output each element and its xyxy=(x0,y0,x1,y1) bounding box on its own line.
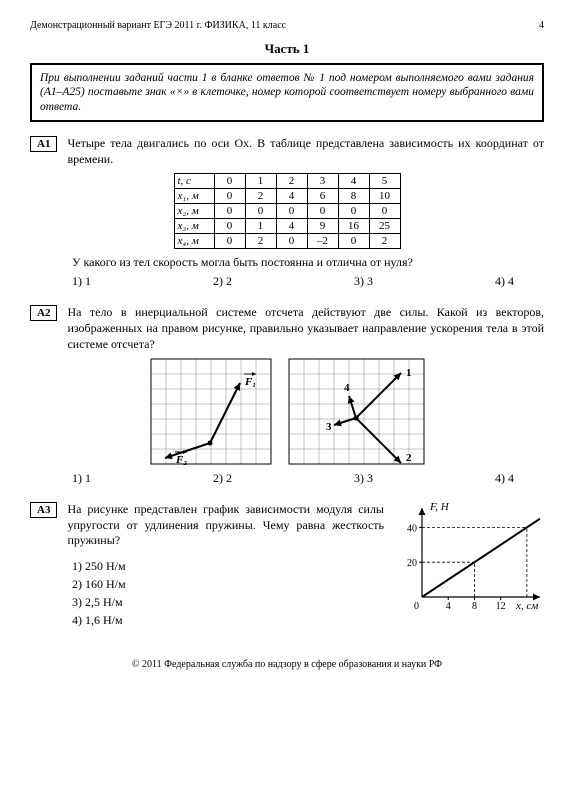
question-a1: А1 Четыре тела двигались по оси Ох. В та… xyxy=(30,136,544,289)
svg-text:F₁: F₁ xyxy=(244,376,256,388)
label-a2: А2 xyxy=(30,305,57,321)
opt-a3-4: 4) 1,6 Н/м xyxy=(72,611,384,629)
label-a1: А1 xyxy=(30,136,57,152)
svg-text:x, см: x, см xyxy=(515,600,538,612)
footer: © 2011 Федеральная служба по надзору в с… xyxy=(30,659,544,670)
instructions-box: При выполнении заданий части 1 в бланке … xyxy=(30,63,544,122)
svg-text:0: 0 xyxy=(414,601,419,612)
opt-a1-1: 1) 1 xyxy=(72,274,91,289)
text-a3: На рисунке представлен график зависимост… xyxy=(67,502,384,549)
diagram-a2-right: 1 2 3 4 xyxy=(288,358,425,465)
opt-a2-4: 4) 4 xyxy=(495,471,514,486)
opt-a2-1: 1) 1 xyxy=(72,471,91,486)
svg-text:4: 4 xyxy=(344,382,350,394)
svg-text:2: 2 xyxy=(406,452,412,464)
svg-text:1: 1 xyxy=(406,367,412,379)
text-a1: Четыре тела двигались по оси Ох. В табли… xyxy=(67,136,544,167)
svg-text:F₂: F₂ xyxy=(175,454,187,465)
opt-a2-3: 3) 3 xyxy=(354,471,373,486)
svg-text:12: 12 xyxy=(496,601,506,612)
diagram-a2-left: F₁ F₂ xyxy=(150,358,272,465)
options-a1: 1) 1 2) 2 3) 3 4) 4 xyxy=(72,274,544,289)
question-a2: А2 На тело в инерциальной системе отсчет… xyxy=(30,305,544,486)
svg-text:F, Н: F, Н xyxy=(429,502,450,513)
svg-text:20: 20 xyxy=(407,558,417,569)
opt-a3-2: 2) 160 Н/м xyxy=(72,575,384,593)
opt-a1-4: 4) 4 xyxy=(495,274,514,289)
opt-a3-1: 1) 250 Н/м xyxy=(72,557,384,575)
chart-a3: 20 40 0 4 8 12 F, Н x, см xyxy=(394,502,544,617)
page-number: 4 xyxy=(539,20,544,31)
opt-a1-2: 2) 2 xyxy=(213,274,232,289)
opt-a2-2: 2) 2 xyxy=(213,471,232,486)
svg-text:4: 4 xyxy=(446,601,451,612)
subquestion-a1: У какого из тел скорость могла быть пост… xyxy=(72,255,544,270)
part-title: Часть 1 xyxy=(30,41,544,57)
svg-text:40: 40 xyxy=(407,523,417,534)
svg-text:8: 8 xyxy=(472,601,477,612)
table-a1: t, с012345x₁, м0246810x₂, м000000x₃, м01… xyxy=(174,173,401,249)
options-a2: 1) 1 2) 2 3) 3 4) 4 xyxy=(72,471,544,486)
svg-text:3: 3 xyxy=(326,421,332,433)
options-a3: 1) 250 Н/м 2) 160 Н/м 3) 2,5 Н/м 4) 1,6 … xyxy=(72,557,384,629)
label-a3: А3 xyxy=(30,502,57,518)
text-a2: На тело в инерциальной системе отсчета д… xyxy=(67,305,544,352)
opt-a1-3: 3) 3 xyxy=(354,274,373,289)
opt-a3-3: 3) 2,5 Н/м xyxy=(72,593,384,611)
question-a3: А3 На рисунке представлен график зависим… xyxy=(30,502,544,629)
doc-header: Демонстрационный вариант ЕГЭ 2011 г. ФИЗ… xyxy=(30,20,286,31)
